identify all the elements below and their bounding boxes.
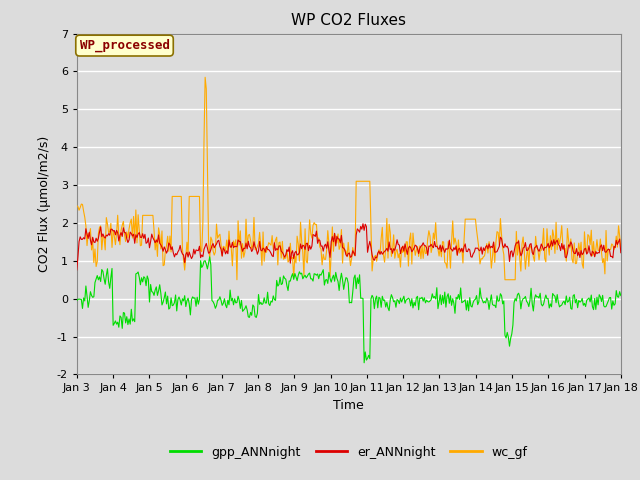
X-axis label: Time: Time <box>333 399 364 412</box>
Line: wc_gf: wc_gf <box>77 77 621 280</box>
er_ANNnight <box>378 252 386 257</box>
Y-axis label: CO2 Flux (μmol/m2/s): CO2 Flux (μmol/m2/s) <box>38 136 51 272</box>
Title: WP CO2 Fluxes: WP CO2 Fluxes <box>291 13 406 28</box>
wc_gf <box>202 74 209 80</box>
wc_gf <box>244 232 252 238</box>
er_ANNnight <box>242 240 250 246</box>
Line: er_ANNnight: er_ANNnight <box>77 224 621 270</box>
er_ANNnight <box>404 245 412 251</box>
wc_gf <box>73 203 81 209</box>
er_ANNnight <box>73 267 81 273</box>
er_ANNnight <box>359 221 367 227</box>
gpp_ANNnight <box>243 307 251 313</box>
wc_gf <box>233 277 241 283</box>
er_ANNnight <box>302 240 310 246</box>
er_ANNnight <box>617 250 625 255</box>
er_ANNnight <box>474 245 481 251</box>
gpp_ANNnight <box>406 297 413 302</box>
Legend: gpp_ANNnight, er_ANNnight, wc_gf: gpp_ANNnight, er_ANNnight, wc_gf <box>165 441 532 464</box>
gpp_ANNnight <box>380 298 387 303</box>
er_ANNnight <box>568 241 576 247</box>
gpp_ANNnight <box>569 293 577 299</box>
wc_gf <box>475 245 483 251</box>
wc_gf <box>305 238 312 244</box>
wc_gf <box>569 260 577 266</box>
gpp_ANNnight <box>73 298 81 303</box>
wc_gf <box>406 237 413 242</box>
gpp_ANNnight <box>475 299 483 305</box>
wc_gf <box>617 245 625 251</box>
gpp_ANNnight <box>360 360 368 366</box>
Line: gpp_ANNnight: gpp_ANNnight <box>77 257 621 363</box>
Text: WP_processed: WP_processed <box>79 39 170 52</box>
gpp_ANNnight <box>303 273 311 279</box>
wc_gf <box>380 252 387 258</box>
gpp_ANNnight <box>617 293 625 299</box>
gpp_ANNnight <box>206 254 214 260</box>
